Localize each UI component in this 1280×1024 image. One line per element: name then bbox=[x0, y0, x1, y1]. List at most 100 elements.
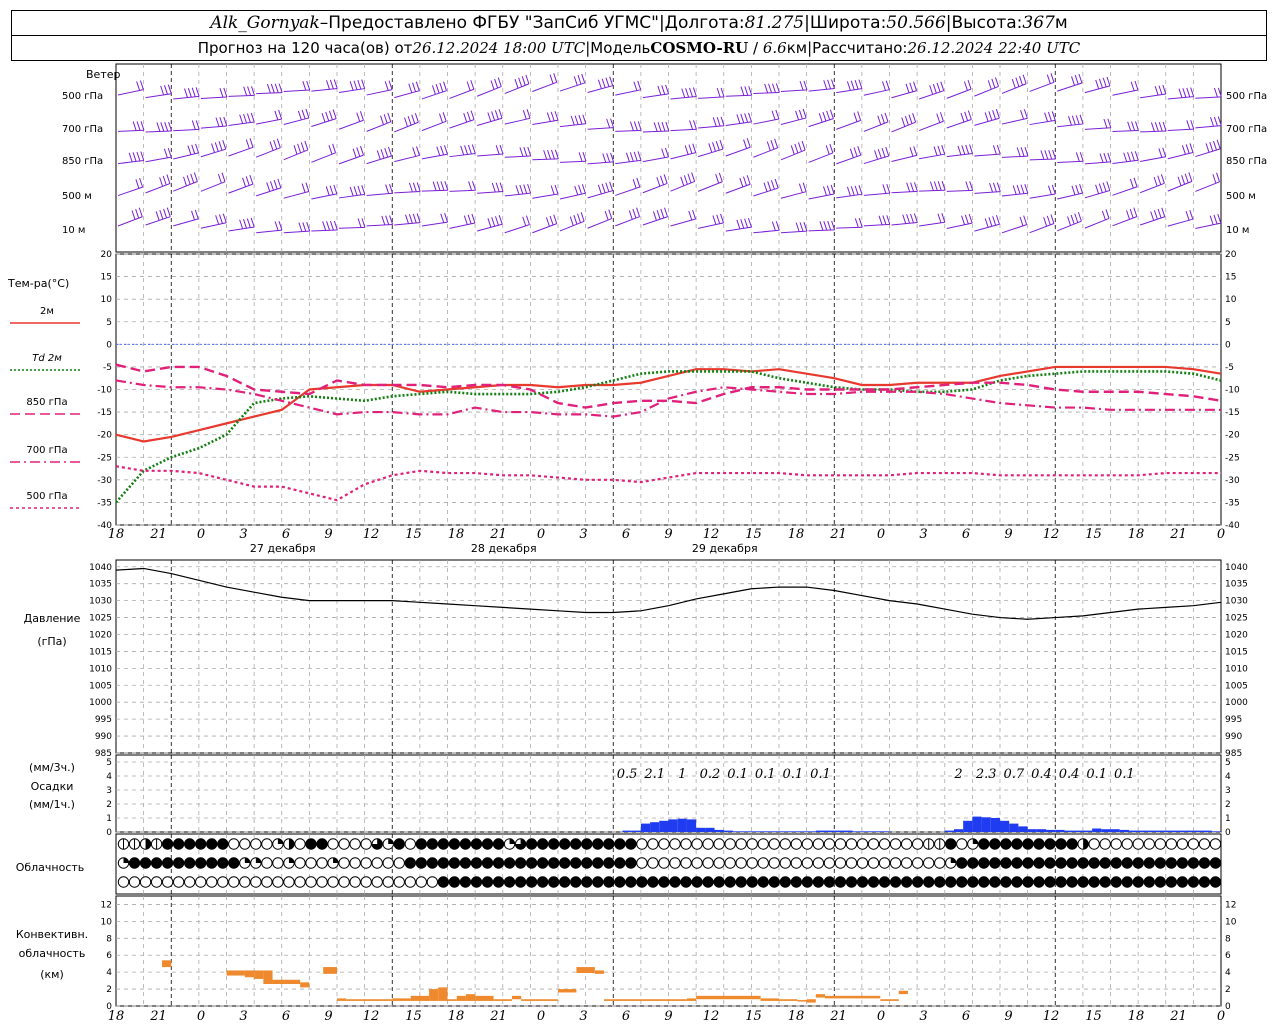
cloud-circle bbox=[934, 876, 946, 888]
wind-barb-feather bbox=[629, 121, 634, 131]
wind-barb-feather bbox=[1217, 213, 1222, 224]
wind-barb-staff bbox=[311, 229, 338, 232]
wind-barb-feather bbox=[490, 80, 495, 90]
cloud-circle bbox=[514, 876, 527, 888]
wind-barb-feather bbox=[239, 114, 244, 124]
wind-barb-feather bbox=[582, 114, 587, 124]
pressure-y-tick-right: 1005 bbox=[1225, 681, 1248, 691]
cloud-symbol bbox=[911, 857, 924, 869]
cloud-circle bbox=[1011, 876, 1023, 888]
cloud-circle bbox=[1033, 876, 1045, 888]
wind-barb-feather bbox=[519, 184, 524, 195]
cloud-circle bbox=[1110, 857, 1122, 869]
temp-x-tick: 9 bbox=[664, 527, 672, 542]
wind-barb-feather bbox=[939, 112, 944, 122]
wind-barb-feather bbox=[1161, 207, 1166, 217]
wind-barb-feather bbox=[471, 144, 476, 154]
wind-barb-feather bbox=[408, 214, 413, 224]
wind-barb-feather bbox=[748, 112, 752, 123]
wind-barb-feather bbox=[1158, 85, 1163, 95]
wind-barb-feather bbox=[470, 110, 475, 120]
wind-barb-staff bbox=[891, 154, 917, 163]
wind-barb-feather bbox=[965, 181, 970, 191]
pressure-y-tick-right: 1030 bbox=[1225, 597, 1248, 607]
wind-barb-feather bbox=[692, 143, 697, 153]
wind-barb-feather bbox=[1016, 147, 1021, 157]
wind-barb-feather bbox=[543, 150, 548, 160]
wind-barb-feather bbox=[1158, 148, 1163, 158]
temp-x-tick: 18 bbox=[1128, 527, 1145, 542]
wind-barb-feather bbox=[159, 210, 164, 220]
precip-total-label: 0.1 bbox=[727, 767, 748, 782]
cloud-symbol bbox=[713, 857, 725, 869]
temp-x-tick: 15 bbox=[405, 527, 422, 542]
wind-barb-feather bbox=[936, 113, 941, 123]
wind-barb-feather bbox=[1134, 80, 1139, 91]
cloud-circle bbox=[724, 857, 736, 869]
cloud-symbol bbox=[183, 857, 196, 869]
precip-bar bbox=[981, 817, 991, 832]
cloud-circle bbox=[1055, 876, 1067, 888]
wind-barb-feather bbox=[1043, 217, 1048, 227]
cloud-circle bbox=[603, 857, 615, 869]
wind-barb-staff bbox=[283, 149, 309, 161]
cloud-symbol bbox=[228, 876, 240, 888]
precip-bar bbox=[1092, 828, 1102, 832]
cloud-symbol bbox=[922, 857, 935, 869]
cloud-circle bbox=[669, 857, 681, 869]
cloud-symbol bbox=[1000, 876, 1012, 888]
conv-x-tick: 0 bbox=[1217, 1009, 1225, 1024]
cloud-circle bbox=[1165, 838, 1178, 850]
cloud-symbol bbox=[801, 857, 814, 869]
cloud-symbol bbox=[327, 857, 339, 869]
wind-barb-feather bbox=[527, 183, 532, 194]
wind-barb-feather bbox=[853, 147, 858, 157]
wind-barb-feather bbox=[277, 178, 282, 189]
wind-barb-feather bbox=[495, 145, 500, 155]
wind-barb-staff bbox=[1139, 216, 1165, 226]
cloud-symbol bbox=[1121, 876, 1133, 888]
wind-barb-feather bbox=[471, 213, 476, 224]
wind-barb-feather bbox=[570, 115, 575, 126]
conv-x-tick: 15 bbox=[1085, 1009, 1102, 1024]
conv-y-tick: 6 bbox=[106, 951, 112, 961]
cloud-symbol bbox=[625, 838, 637, 850]
wind-barb-feather bbox=[1130, 81, 1135, 91]
wind-barb-feather bbox=[1129, 208, 1134, 219]
cloud-circle bbox=[217, 876, 229, 888]
wind-barb-feather bbox=[743, 176, 747, 186]
wind-barb-feather bbox=[746, 175, 751, 185]
wind-barb-feather bbox=[467, 214, 472, 224]
wind-barb-feather bbox=[302, 81, 307, 91]
cloud-symbol bbox=[172, 838, 185, 850]
forecast-start: 26.12.2024 18:00 UTC bbox=[412, 39, 586, 57]
conv-cloud-bar bbox=[323, 967, 337, 974]
cloud-symbol bbox=[735, 857, 747, 869]
cloud-circle bbox=[239, 838, 251, 850]
wind-barb-feather bbox=[766, 141, 771, 151]
wind-barb-feather bbox=[573, 215, 578, 225]
cloud-circle bbox=[1022, 838, 1034, 850]
cloud-symbol bbox=[1044, 857, 1056, 869]
wind-barb-feather bbox=[858, 218, 863, 228]
temp-x-tick: 15 bbox=[745, 527, 762, 542]
cloud-circle bbox=[492, 876, 505, 888]
wind-barb-feather bbox=[882, 215, 887, 225]
cloud-circle bbox=[757, 876, 769, 888]
precip-bar bbox=[696, 827, 706, 832]
cloud-symbol bbox=[1077, 838, 1089, 850]
cloud-symbol bbox=[117, 857, 130, 869]
wind-barb-feather bbox=[692, 87, 697, 97]
wind-barb-feather bbox=[610, 152, 615, 163]
cloud-symbol bbox=[570, 838, 582, 850]
cloud-circle bbox=[459, 838, 472, 850]
wind-barb-feather bbox=[987, 80, 992, 90]
cloud-circle bbox=[746, 876, 758, 888]
conv-y-tick: 12 bbox=[101, 900, 112, 910]
wind-barb-feather bbox=[715, 141, 720, 151]
conv-x-tick: 9 bbox=[1004, 1009, 1012, 1024]
cloud-symbol bbox=[779, 857, 791, 869]
cloud-symbol bbox=[393, 857, 405, 869]
wind-barb-feather bbox=[297, 110, 302, 121]
wind-barb-feather bbox=[850, 80, 855, 90]
